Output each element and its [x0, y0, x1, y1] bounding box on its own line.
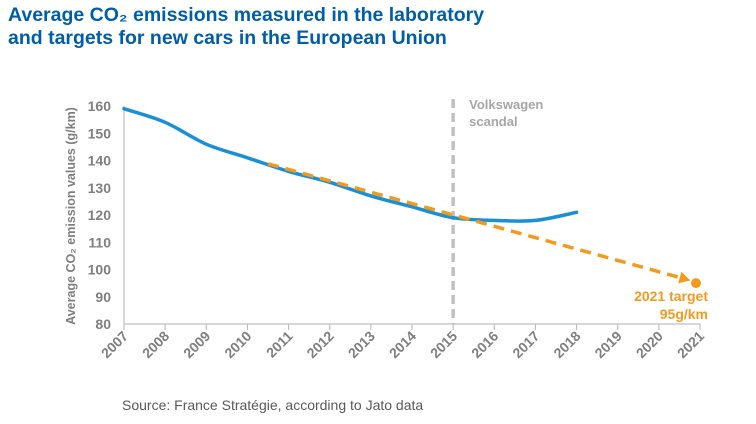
target-trend-line: [267, 162, 686, 281]
x-tick-label: 2019: [591, 328, 624, 361]
x-tick-label: 2016: [468, 328, 501, 361]
x-tick-label: 2008: [139, 328, 172, 361]
annotation-line: 95g/km: [660, 306, 708, 322]
x-tick-label: 2017: [509, 328, 542, 361]
chart-title: Average CO₂ emissions measured in the la…: [8, 4, 484, 50]
y-axis-title: Average CO₂ emission values (g/km): [64, 107, 78, 325]
x-tick-label: 2014: [386, 328, 419, 361]
x-tick-label: 2012: [303, 328, 336, 361]
y-tick-label: 110: [88, 234, 111, 250]
volkswagen-scandal-label: Volkswagen scandal: [469, 97, 543, 129]
annotation-line: Volkswagen: [469, 97, 543, 112]
x-tick-label: 2018: [550, 328, 583, 361]
annotation-line: scandal: [469, 114, 517, 129]
y-tick-label: 160: [88, 98, 112, 114]
annotations: Volkswagen scandal 2021 target 95g/km: [451, 97, 708, 324]
x-axis: 2007 2008 2009 2010 2011 2012 2013 2014 2015 2016…: [98, 323, 707, 361]
y-tick-label: 130: [88, 180, 112, 196]
x-tick-label: 2007: [98, 328, 131, 361]
x-tick-label: 2011: [263, 328, 296, 361]
y-tick-label: 150: [88, 125, 112, 141]
chart-title-line-2: and targets for new cars in the European…: [8, 27, 447, 49]
y-tick-label: 90: [95, 289, 111, 305]
chart-title-line-1: Average CO₂ emissions measured in the la…: [8, 4, 485, 26]
measured-emissions-line: [122, 106, 579, 223]
y-axis: 80 90 100 110 120 130 140 150 160 Average CO₂ emi…: [64, 98, 125, 332]
x-tick-label: 2020: [633, 328, 666, 361]
x-tick-label: 2009: [180, 328, 213, 361]
target-2021-point: [691, 278, 701, 289]
series-layer: [122, 106, 691, 284]
x-tick-label: 2013: [345, 328, 378, 361]
y-tick-label: 120: [88, 207, 112, 223]
y-tick-label: 100: [88, 262, 112, 278]
target-2021-label: 2021 target 95g/km: [634, 288, 708, 322]
source-note: Source: France Stratégie, according to J…: [122, 397, 424, 413]
y-tick-label: 140: [88, 153, 112, 169]
y-tick-label: 80: [95, 316, 111, 332]
target-trend-arrowhead: [678, 271, 691, 284]
x-tick-label: 2015: [427, 328, 460, 361]
x-tick-label: 2010: [221, 328, 254, 361]
annotation-line: 2021 target: [634, 288, 708, 304]
x-tick-label: 2021: [674, 328, 707, 361]
